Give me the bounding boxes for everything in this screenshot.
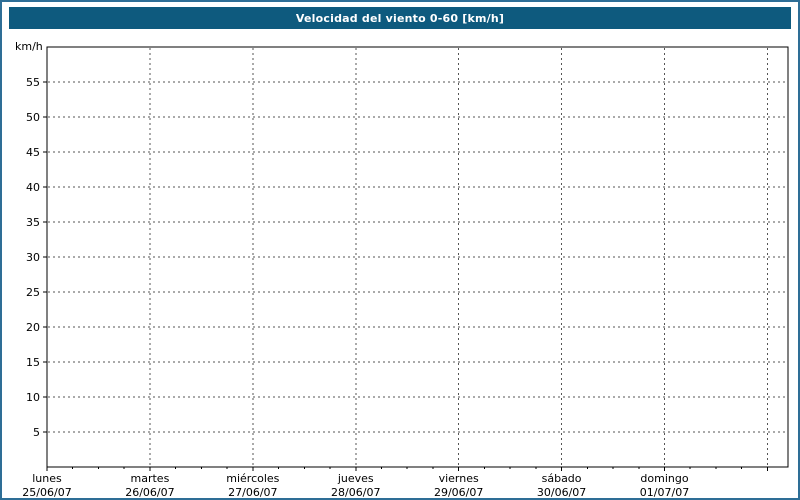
svg-text:20: 20: [26, 321, 40, 334]
svg-text:miércoles: miércoles: [226, 472, 279, 485]
svg-text:01/07/07: 01/07/07: [640, 486, 689, 499]
svg-text:km/h: km/h: [15, 40, 43, 53]
chart-title-bar: Velocidad del viento 0-60 [km/h]: [9, 7, 791, 29]
svg-text:27/06/07: 27/06/07: [228, 486, 277, 499]
svg-text:jueves: jueves: [337, 472, 374, 485]
svg-text:50: 50: [26, 111, 40, 124]
svg-text:30/06/07: 30/06/07: [537, 486, 586, 499]
svg-text:55: 55: [26, 76, 40, 89]
svg-text:10: 10: [26, 391, 40, 404]
svg-text:25: 25: [26, 286, 40, 299]
svg-text:martes: martes: [131, 472, 170, 485]
svg-text:26/06/07: 26/06/07: [125, 486, 174, 499]
svg-text:35: 35: [26, 216, 40, 229]
svg-text:sábado: sábado: [542, 472, 582, 485]
svg-text:15: 15: [26, 356, 40, 369]
svg-text:30: 30: [26, 251, 40, 264]
svg-text:28/06/07: 28/06/07: [331, 486, 380, 499]
svg-text:lunes: lunes: [32, 472, 62, 485]
svg-text:29/06/07: 29/06/07: [434, 486, 483, 499]
svg-text:viernes: viernes: [439, 472, 479, 485]
svg-text:5: 5: [33, 426, 40, 439]
svg-text:40: 40: [26, 181, 40, 194]
svg-text:25/06/07: 25/06/07: [22, 486, 71, 499]
chart-title: Velocidad del viento 0-60 [km/h]: [295, 11, 505, 25]
svg-text:domingo: domingo: [640, 472, 688, 485]
svg-text:45: 45: [26, 146, 40, 159]
